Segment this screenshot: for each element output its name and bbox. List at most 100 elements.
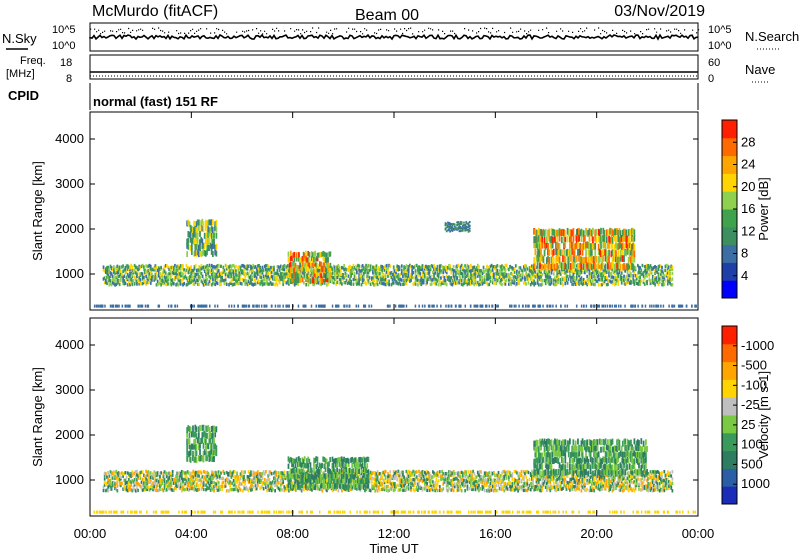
heatmap-cell — [114, 476, 116, 481]
heatmap-cell — [296, 265, 299, 272]
heatmap-cell — [450, 282, 453, 286]
heatmap-cell — [642, 274, 645, 278]
heatmap-cell — [250, 274, 252, 278]
heatmap-cell — [598, 265, 601, 269]
heatmap-cell — [506, 470, 509, 474]
heatmap-cell — [225, 282, 228, 286]
heatmap-cell — [464, 488, 466, 493]
heatmap-cell — [502, 265, 504, 269]
heatmap-cell — [163, 265, 166, 269]
heatmap-cell — [641, 272, 644, 276]
heatmap-cell — [590, 229, 593, 237]
heatmap-cell — [579, 255, 582, 263]
heatmap-cell — [472, 477, 475, 481]
heatmap-cell — [387, 484, 389, 489]
heatmap-cell — [191, 483, 194, 487]
heatmap-cell — [192, 270, 195, 274]
colorbar-segment — [722, 191, 737, 210]
heatmap-cell — [452, 264, 455, 269]
heatmap-cell — [421, 473, 424, 477]
heatmap-cell — [444, 222, 447, 225]
heatmap-cell — [490, 269, 493, 273]
heatmap-cell — [441, 488, 443, 493]
heatmap-cell — [501, 478, 503, 482]
heatmap-cell — [383, 478, 386, 483]
heatmap-cell — [136, 473, 138, 477]
heatmap-cell — [525, 273, 528, 278]
heatmap-cell — [389, 486, 392, 491]
heatmap-cell — [618, 257, 621, 264]
heatmap-cell — [187, 471, 190, 475]
colorbar-tick-label: 28 — [741, 134, 755, 149]
heatmap-cell — [310, 251, 313, 257]
heatmap-cell — [495, 268, 498, 273]
heatmap-cell — [632, 242, 635, 250]
heatmap-cell — [206, 267, 209, 272]
heatmap-cell — [198, 474, 200, 478]
heatmap-cell — [436, 483, 439, 487]
heatmap-cell — [330, 272, 333, 277]
heatmap-cell — [255, 471, 258, 476]
heatmap-cell — [114, 486, 116, 491]
heatmap-cell — [432, 485, 434, 489]
heatmap-cell — [491, 487, 494, 492]
heatmap-cell — [514, 283, 517, 287]
heatmap-cell — [379, 483, 381, 487]
heatmap-cell — [420, 473, 423, 478]
heatmap-cell — [499, 278, 502, 283]
heatmap-cell — [570, 229, 572, 236]
heatmap-cell — [465, 478, 468, 483]
heatmap-cell — [278, 474, 281, 478]
heatmap-cell — [200, 487, 203, 491]
colorbar-tick-label: 24 — [741, 157, 755, 172]
heatmap-cell — [305, 255, 307, 261]
heatmap-cell — [202, 469, 205, 474]
heatmap-cell — [145, 282, 148, 286]
heatmap-cell — [444, 281, 447, 286]
heatmap-cell — [464, 271, 466, 276]
heatmap-cell — [426, 488, 428, 493]
heatmap-cell — [535, 241, 538, 248]
heatmap-cell — [402, 274, 404, 278]
heatmap-cell — [655, 279, 658, 283]
heatmap-cell — [316, 280, 319, 285]
heatmap-cell — [478, 268, 480, 273]
heatmap-cell — [317, 252, 320, 258]
heatmap-cell — [116, 271, 119, 275]
heatmap-cell — [509, 487, 511, 491]
heatmap-cell — [166, 279, 168, 284]
heatmap-cell — [408, 470, 411, 475]
heatmap-cell — [167, 484, 169, 489]
heatmap-cell — [381, 270, 384, 274]
heatmap-cell — [554, 235, 556, 243]
heatmap-cell — [457, 488, 460, 492]
heatmap-cell — [356, 265, 358, 269]
heatmap-cell — [506, 487, 509, 491]
heatmap-cell — [312, 276, 314, 280]
heatmap-cell — [303, 304, 306, 308]
heatmap-cell — [336, 470, 339, 475]
heatmap-cell — [541, 241, 544, 249]
heatmap-cell — [486, 480, 488, 485]
heatmap-cell — [193, 226, 196, 233]
heatmap-cell — [495, 277, 498, 281]
colorbar-segment — [722, 226, 737, 246]
heatmap-cell — [465, 222, 468, 225]
heatmap-cell — [467, 277, 470, 282]
heatmap-cell — [320, 272, 322, 279]
heatmap-cell — [533, 283, 536, 287]
heatmap-cell — [186, 481, 189, 485]
heatmap-cell — [126, 272, 129, 277]
heatmap-cell — [189, 231, 192, 238]
heatmap-cell — [471, 477, 473, 482]
heatmap-cell — [130, 271, 133, 276]
heatmap-cell — [520, 274, 523, 278]
heatmap-cell — [491, 480, 494, 485]
heatmap-cell — [185, 264, 188, 268]
heatmap-cell — [404, 282, 407, 286]
heatmap-cell — [299, 265, 302, 269]
heatmap-cell — [210, 483, 213, 487]
heatmap-cell — [670, 278, 673, 282]
heatmap-cell — [433, 272, 435, 277]
